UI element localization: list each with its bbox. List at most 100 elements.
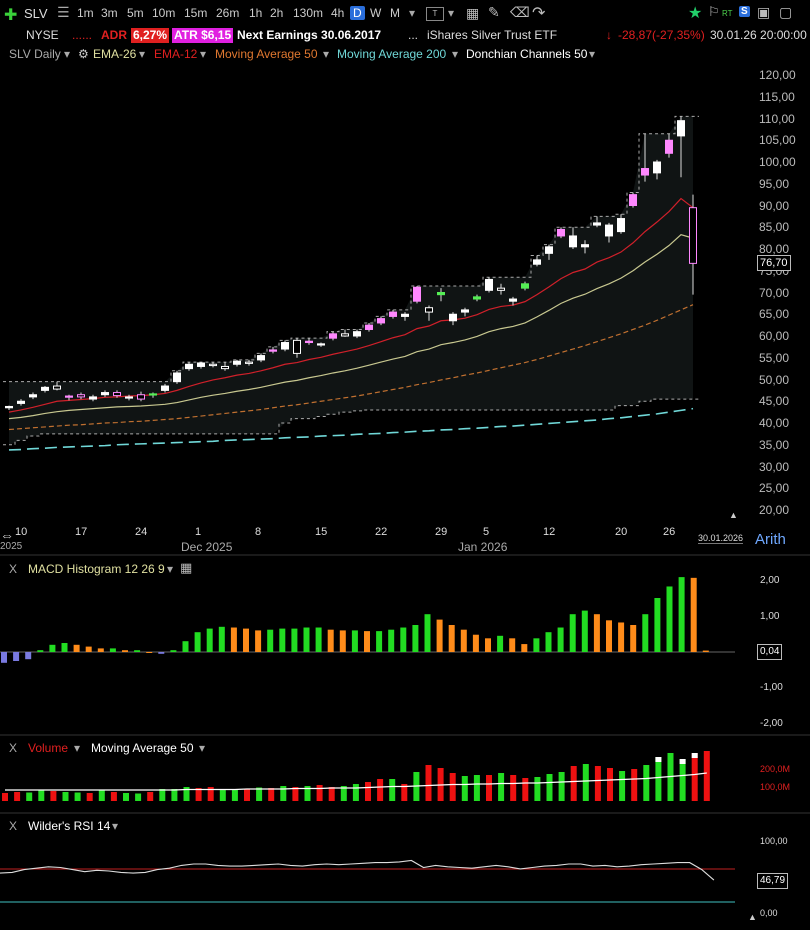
tf-1m[interactable]: 1m bbox=[77, 6, 94, 20]
chevron-down-icon[interactable]: ▾ bbox=[167, 562, 174, 576]
tf-1h[interactable]: 1h bbox=[249, 6, 263, 20]
tf-130m[interactable]: 130m bbox=[293, 6, 324, 20]
chevron-down-icon[interactable]: ▾ bbox=[64, 47, 71, 61]
adr-value: 6,27% bbox=[131, 28, 170, 43]
volume-title[interactable]: Volume bbox=[28, 741, 69, 755]
tf-w[interactable]: W bbox=[370, 6, 382, 20]
price-axis-label: 70,00 bbox=[759, 285, 790, 300]
rsi-close-button[interactable]: X bbox=[9, 819, 18, 833]
macd-bar bbox=[134, 650, 141, 652]
volume-bar bbox=[26, 792, 33, 801]
candle bbox=[485, 278, 493, 291]
chevron-down-icon[interactable]: ▾ bbox=[452, 47, 459, 61]
price-axis-label: 45,00 bbox=[759, 394, 790, 409]
tf-2h[interactable]: 2h bbox=[270, 6, 284, 20]
volume-ma-title[interactable]: Moving Average 50 bbox=[91, 741, 194, 755]
ema12-label[interactable]: EMA-12 bbox=[154, 47, 198, 61]
price-axis-label: 55,00 bbox=[759, 350, 790, 365]
gear-icon[interactable]: ⚙ bbox=[78, 47, 89, 61]
chevron-down-icon[interactable]: ▾ bbox=[323, 47, 330, 61]
window-icon[interactable]: ▢ bbox=[779, 4, 793, 20]
collapse-arrows-icon[interactable]: ⇔ bbox=[0, 527, 14, 543]
tf-5m[interactable]: 5m bbox=[127, 6, 144, 20]
volume-bar bbox=[123, 793, 129, 801]
ema26-label[interactable]: EMA-26 bbox=[93, 47, 137, 61]
ma50-label[interactable]: Moving Average 50 bbox=[215, 47, 318, 61]
chevron-down-icon[interactable]: ▾ bbox=[200, 47, 207, 61]
star-icon[interactable]: ★ bbox=[688, 5, 703, 22]
macd-close-button[interactable]: X bbox=[9, 562, 18, 576]
list-icon[interactable]: ☰ bbox=[57, 4, 70, 20]
volume-bar bbox=[207, 787, 214, 801]
candle bbox=[425, 307, 433, 313]
candle bbox=[65, 395, 73, 398]
volume-close-button[interactable]: X bbox=[9, 741, 18, 755]
s-icon[interactable]: S bbox=[739, 6, 750, 17]
price-axis-label: 50,00 bbox=[759, 372, 790, 387]
donchian-lower bbox=[3, 398, 699, 446]
volume-bar bbox=[231, 790, 238, 801]
tf-d[interactable]: D bbox=[350, 6, 365, 20]
eraser-icon[interactable]: ⌫ bbox=[510, 4, 530, 20]
symbol-input[interactable]: SLV bbox=[24, 6, 48, 21]
candle bbox=[281, 342, 289, 350]
share-icon[interactable]: ↷ bbox=[532, 5, 546, 22]
volume-bar bbox=[244, 789, 250, 801]
tf-m[interactable]: M bbox=[390, 6, 400, 20]
donchian-label[interactable]: Donchian Channels 50 bbox=[466, 47, 588, 61]
macd-title[interactable]: MACD Histogram 12 26 9 bbox=[28, 562, 165, 576]
tf-15m[interactable]: 15m bbox=[184, 6, 208, 20]
rsi-title[interactable]: Wilder's RSI 14 bbox=[28, 819, 111, 833]
table-icon[interactable]: ▦ bbox=[180, 560, 193, 575]
info-bar: NYSE ...... ADR 6,27% ATR $6,15 Next Ear… bbox=[0, 28, 810, 44]
scale-arith-button[interactable]: Arith bbox=[755, 531, 786, 548]
month-jan-label: Jan 2026 bbox=[458, 540, 508, 554]
chevron-down-icon[interactable]: ▾ bbox=[112, 819, 119, 833]
volume-bar bbox=[401, 784, 408, 801]
pencil-icon[interactable]: ✎ bbox=[488, 4, 500, 20]
flag-icon[interactable]: ⚐ bbox=[708, 4, 720, 19]
chevron-down-icon[interactable]: ▾ bbox=[589, 47, 596, 61]
candle bbox=[269, 349, 277, 352]
chevron-down-icon[interactable]: ▾ bbox=[199, 741, 206, 755]
volume-bar bbox=[304, 786, 311, 801]
tf-10m[interactable]: 10m bbox=[152, 6, 176, 20]
security-name: iShares Silver Trust ETF bbox=[427, 28, 558, 42]
scroll-down-icon[interactable]: ▲ bbox=[748, 912, 757, 922]
chevron-down-icon[interactable]: ▾ bbox=[74, 741, 81, 755]
chevron-down-icon[interactable]: ▾ bbox=[409, 6, 416, 20]
candle bbox=[77, 394, 85, 398]
calculator-icon[interactable]: ▦ bbox=[466, 5, 480, 21]
atr-label: ATR $6,15 bbox=[172, 28, 234, 43]
macd-bar bbox=[218, 626, 225, 652]
tf-3m[interactable]: 3m bbox=[101, 6, 118, 20]
template-icon[interactable]: T bbox=[426, 7, 444, 21]
chevron-down-icon[interactable]: ▾ bbox=[448, 6, 455, 20]
year-left-label: 2025 bbox=[0, 541, 23, 552]
date-axis-label: 1 bbox=[195, 526, 202, 538]
candle bbox=[245, 361, 253, 364]
rt-icon[interactable]: RT bbox=[722, 9, 733, 18]
candle bbox=[509, 298, 517, 302]
volume-bar bbox=[98, 790, 105, 801]
candle bbox=[401, 313, 409, 317]
tf-26m[interactable]: 26m bbox=[216, 6, 240, 20]
ma200-label[interactable]: Moving Average 200 bbox=[337, 47, 447, 61]
candle bbox=[437, 292, 445, 296]
add-symbol-icon[interactable]: ✚ bbox=[4, 7, 18, 24]
volume-bar-top bbox=[679, 759, 686, 764]
chevron-down-icon[interactable]: ▾ bbox=[139, 47, 146, 61]
candle bbox=[653, 161, 661, 174]
save-icon[interactable]: ▣ bbox=[757, 4, 771, 20]
price-axis-label: 30,00 bbox=[759, 459, 790, 474]
scroll-up-icon[interactable]: ▲ bbox=[729, 510, 738, 520]
tf-4h[interactable]: 4h bbox=[331, 6, 345, 20]
price-axis-label: 110,00 bbox=[759, 111, 795, 126]
main-chart-label[interactable]: SLV Daily bbox=[9, 47, 61, 61]
rsi-axis-100: 100,00 bbox=[760, 836, 788, 846]
indicator-bar: SLV Daily ▾ ⚙ EMA-26 ▾ EMA-12 ▾ Moving A… bbox=[0, 45, 810, 63]
candle bbox=[449, 313, 457, 322]
date-axis-label: 24 bbox=[135, 526, 148, 538]
volume-bar bbox=[86, 793, 93, 801]
